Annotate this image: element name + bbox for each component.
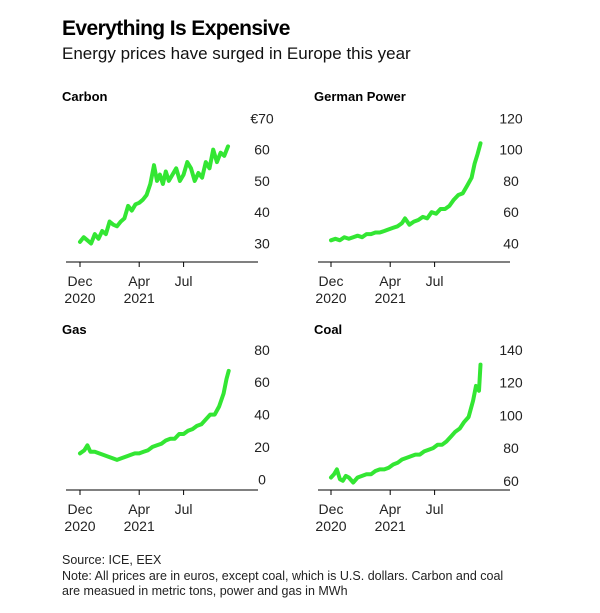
footnote-line-2: are measued in metric tons, power and ga… [62,584,348,598]
coal-y-tick-label: 100 [499,407,523,423]
german-power-x-tick-label: Apr [379,273,401,289]
german-power-y-tick-label: 100 [499,142,523,158]
gas-y-tick-label: 80 [254,342,270,358]
german-power-price-line [329,141,483,243]
german-power-y-tick-label: 120 [499,110,523,126]
panel-title-coal: Coal [314,322,343,337]
carbon-x-tick-label: 2021 [124,290,155,306]
chart-title: Everything Is Expensive [62,17,290,40]
panel-title-gas: Gas [62,322,87,337]
german-power-y-tick-label: 80 [503,173,519,189]
coal-y-tick-label: 120 [499,375,523,391]
coal-price-line [329,362,483,485]
carbon-y-tick-label: €70 [250,110,274,126]
german-power-y-tick-label: 40 [503,235,519,251]
coal-y-tick-label: 140 [499,342,523,358]
german-power-x-tick-label: 2020 [315,290,346,306]
coal-x-tick-label: Jul [426,501,444,517]
gas-price-line [78,368,231,462]
panel-title-carbon: Carbon [62,89,108,104]
coal-y-tick-label: 60 [503,473,519,489]
gas-x-tick-label: 2021 [124,518,155,534]
gas-x-tick-label: 2020 [64,518,95,534]
carbon-x-tick-label: Jul [175,273,193,289]
carbon-y-tick-label: 40 [254,204,270,220]
gas-x-tick-label: Apr [128,501,150,517]
german-power-x-tick-label: Jul [426,273,444,289]
coal-x-tick-label: 2021 [375,518,406,534]
gas-y-tick-label: 20 [254,439,270,455]
german-power-x-tick-label: Dec [319,273,344,289]
gas-x-tick-label: Dec [68,501,93,517]
gas-y-tick-label: 0 [258,471,266,487]
carbon-y-tick-label: 50 [254,173,270,189]
carbon-x-tick-label: Dec [68,273,93,289]
gas-y-tick-label: 40 [254,407,270,423]
panel-title-german-power: German Power [314,89,406,104]
gas-x-tick-label: Jul [175,501,193,517]
source-note: Source: ICE, EEX [62,553,162,567]
carbon-price-line [78,144,230,246]
coal-x-tick-label: 2020 [315,518,346,534]
gas-y-tick-label: 60 [254,374,270,390]
carbon-y-tick-label: 60 [254,142,270,158]
carbon-y-tick-label: 30 [254,235,270,251]
carbon-x-tick-label: Apr [128,273,150,289]
chart-subtitle: Energy prices have surged in Europe this… [62,44,411,63]
footnote-line-1: Note: All prices are in euros, except co… [62,569,504,583]
german-power-y-tick-label: 60 [503,204,519,220]
coal-y-tick-label: 80 [503,440,519,456]
coal-x-tick-label: Dec [319,501,344,517]
coal-x-tick-label: Apr [379,501,401,517]
german-power-x-tick-label: 2021 [375,290,406,306]
carbon-x-tick-label: 2020 [64,290,95,306]
